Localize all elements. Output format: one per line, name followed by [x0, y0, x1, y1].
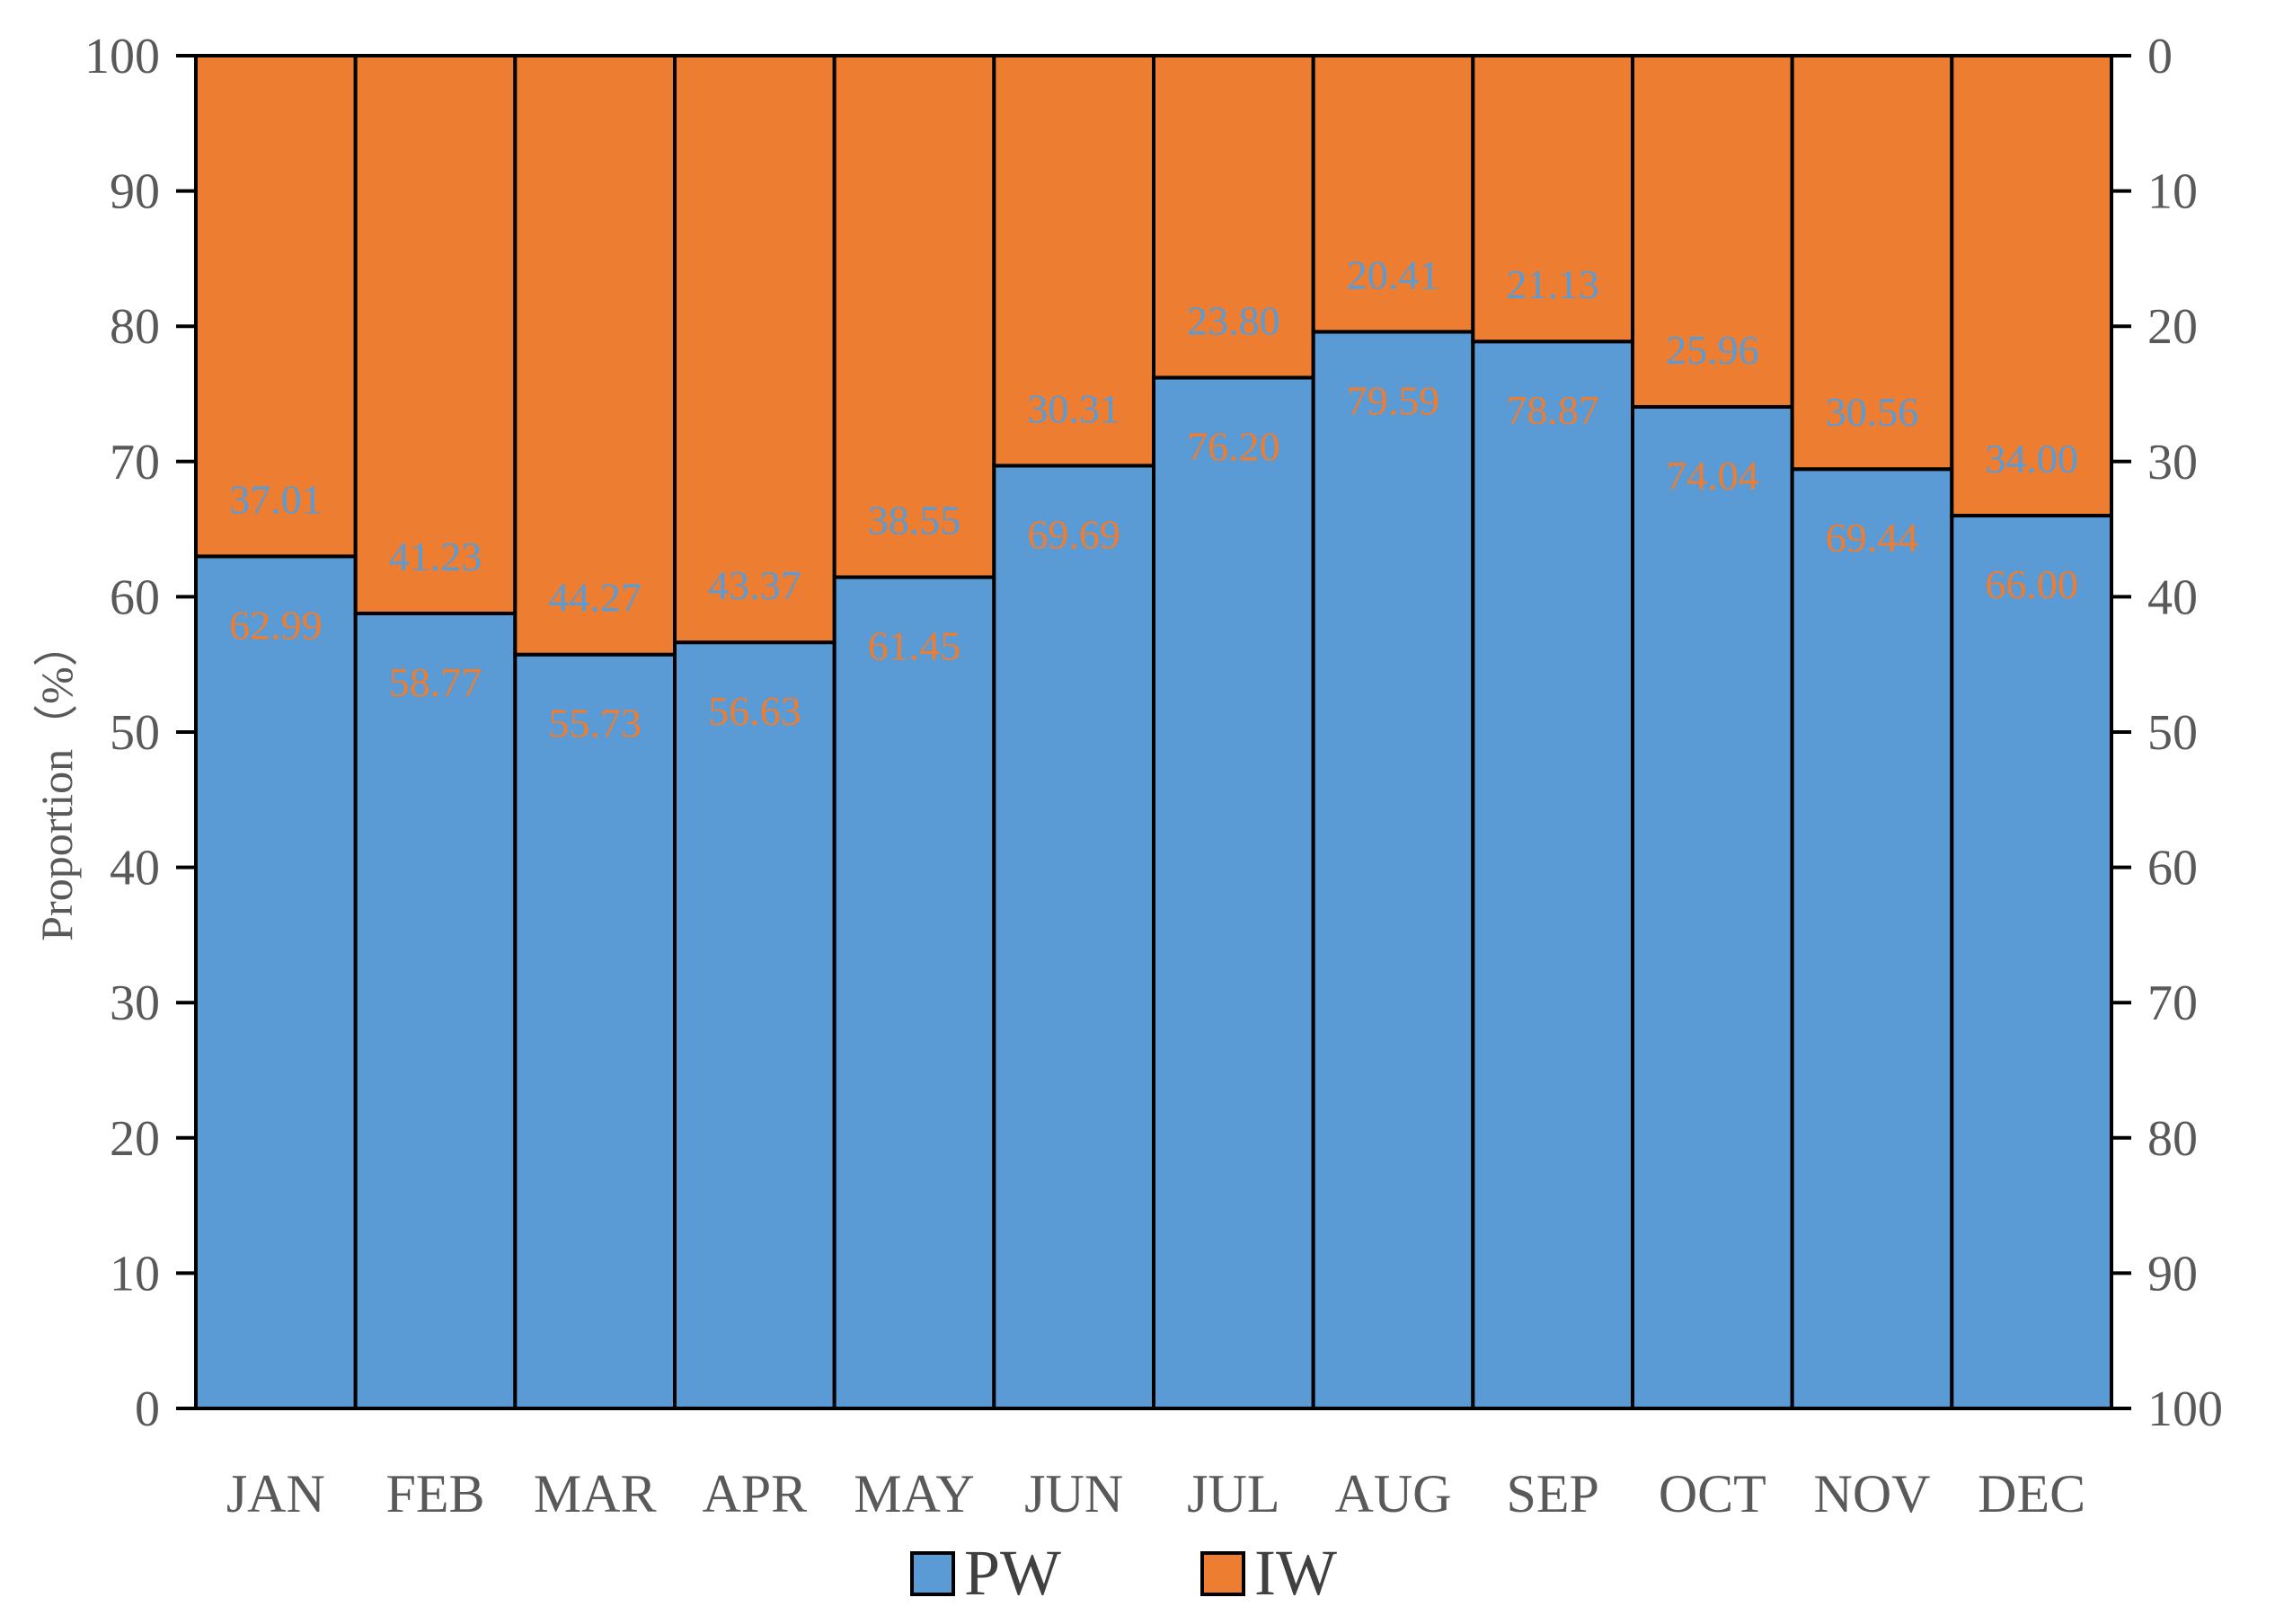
y-tick-label: 100: [84, 29, 160, 84]
legend-swatch-iw: [1200, 1551, 1245, 1596]
y-axis-title: Proportion（%）: [31, 622, 82, 941]
data-label-iw-nov: 30.56: [1826, 389, 1919, 435]
y-tick-label: 90: [110, 164, 160, 220]
bar-iw-jan: [194, 54, 358, 559]
y-tick-label: 10: [110, 1246, 160, 1302]
y2-tick-label: 20: [2147, 299, 2198, 355]
bar-iw-sep: [1471, 54, 1635, 344]
data-label-pw-jun: 69.69: [1027, 511, 1120, 557]
y2-tick-label: 0: [2147, 29, 2173, 84]
data-label-iw-mar: 44.27: [548, 575, 642, 621]
y-tick-label: 40: [110, 841, 160, 896]
legend-swatch-pw: [910, 1551, 955, 1596]
y-tick-label: 20: [110, 1111, 160, 1167]
data-label-pw-feb: 58.77: [389, 659, 482, 705]
x-tick-label-apr: APR: [702, 1464, 807, 1523]
data-label-iw-may: 38.55: [868, 498, 961, 543]
data-label-iw-aug: 20.41: [1347, 252, 1440, 297]
bar-iw-oct: [1631, 54, 1794, 409]
y2-tick-label: 90: [2147, 1246, 2198, 1302]
x-tick-label-jun: JUN: [1024, 1464, 1123, 1523]
data-label-iw-apr: 43.37: [708, 562, 801, 608]
x-tick-label-oct: OCT: [1659, 1464, 1766, 1523]
data-label-iw-feb: 41.23: [389, 534, 482, 579]
data-label-iw-dec: 34.00: [1985, 436, 2078, 481]
bar-pw-sep: [1471, 340, 1635, 1411]
x-tick-label-aug: AUG: [1335, 1464, 1452, 1523]
y-tick-label: 60: [110, 569, 160, 625]
legend-label-iw: IW: [1254, 1537, 1337, 1609]
y2-tick-label: 10: [2147, 164, 2198, 220]
data-label-pw-apr: 56.63: [708, 688, 801, 734]
y2-tick-label: 100: [2147, 1381, 2223, 1437]
bar-iw-nov: [1790, 54, 1954, 472]
y2-tick-label: 80: [2147, 1111, 2198, 1167]
y2-tick-label: 30: [2147, 435, 2198, 490]
bar-pw-apr: [673, 640, 837, 1410]
bar-pw-jan: [194, 554, 358, 1410]
y-tick-label: 70: [110, 435, 160, 490]
data-label-iw-oct: 25.96: [1666, 327, 1759, 373]
y2-tick-label: 60: [2147, 841, 2198, 896]
bar-iw-dec: [1950, 54, 2113, 518]
x-tick-label-may: MAY: [854, 1464, 975, 1523]
data-label-iw-jun: 30.31: [1027, 385, 1120, 431]
y2-tick-label: 40: [2147, 569, 2198, 625]
data-label-pw-nov: 69.44: [1826, 515, 1919, 560]
data-label-pw-sep: 78.87: [1506, 387, 1599, 433]
bar-iw-may: [832, 54, 996, 579]
y-tick-label: 0: [135, 1381, 160, 1437]
x-tick-label-nov: NOV: [1814, 1464, 1931, 1523]
data-labels-group: 62.99 37.01 58.77 41.23 55.73 44.27 56.63 43.37…: [229, 252, 2078, 746]
data-label-pw-jan: 62.99: [229, 602, 323, 648]
data-label-pw-dec: 66.00: [1985, 561, 2078, 607]
y-tick-label: 30: [110, 975, 160, 1031]
y-tick-label: 80: [110, 299, 160, 355]
bar-iw-feb: [353, 54, 518, 615]
data-label-pw-oct: 74.04: [1666, 453, 1759, 499]
bar-iw-apr: [673, 54, 837, 645]
x-tick-label-mar: MAR: [534, 1464, 657, 1523]
bar-pw-feb: [353, 611, 518, 1410]
bar-pw-jun: [992, 463, 1156, 1410]
y2-tick-label: 50: [2147, 705, 2198, 761]
data-label-pw-aug: 79.59: [1347, 377, 1440, 423]
x-tick-label-sep: SEP: [1506, 1464, 1598, 1523]
bar-pw-aug: [1311, 330, 1475, 1410]
x-tick-label-feb: FEB: [385, 1464, 484, 1523]
x-tick-label-jan: JAN: [226, 1464, 325, 1523]
axes-group: JAN FEB MAR APR MAY JUN JUL AUG SEP OCT NOV DEC 0 10 2…: [84, 29, 2223, 1523]
data-label-iw-jan: 37.01: [229, 476, 323, 522]
bar-iw-jun: [992, 54, 1156, 468]
bar-pw-jul: [1152, 375, 1315, 1411]
x-tick-label-jul: JUL: [1187, 1464, 1279, 1523]
data-label-iw-sep: 21.13: [1506, 261, 1599, 307]
data-label-pw-may: 61.45: [868, 623, 961, 669]
bar-pw-nov: [1790, 467, 1954, 1410]
data-label-pw-jul: 76.20: [1187, 423, 1280, 469]
bars-group: [194, 54, 2113, 1411]
bar-pw-oct: [1631, 404, 1794, 1410]
y2-tick-label: 70: [2147, 975, 2198, 1031]
legend-label-pw: PW: [964, 1537, 1061, 1609]
x-tick-label-dec: DEC: [1978, 1464, 2085, 1523]
legend: PW IW: [910, 1537, 1337, 1609]
bar-iw-aug: [1311, 54, 1475, 334]
bar-pw-dec: [1950, 514, 2113, 1410]
y-tick-label: 50: [110, 705, 160, 761]
data-label-pw-mar: 55.73: [548, 701, 642, 746]
data-label-iw-jul: 23.80: [1187, 297, 1280, 343]
bar-iw-mar: [513, 54, 677, 657]
bar-pw-may: [832, 575, 996, 1410]
bar-pw-mar: [513, 652, 677, 1410]
